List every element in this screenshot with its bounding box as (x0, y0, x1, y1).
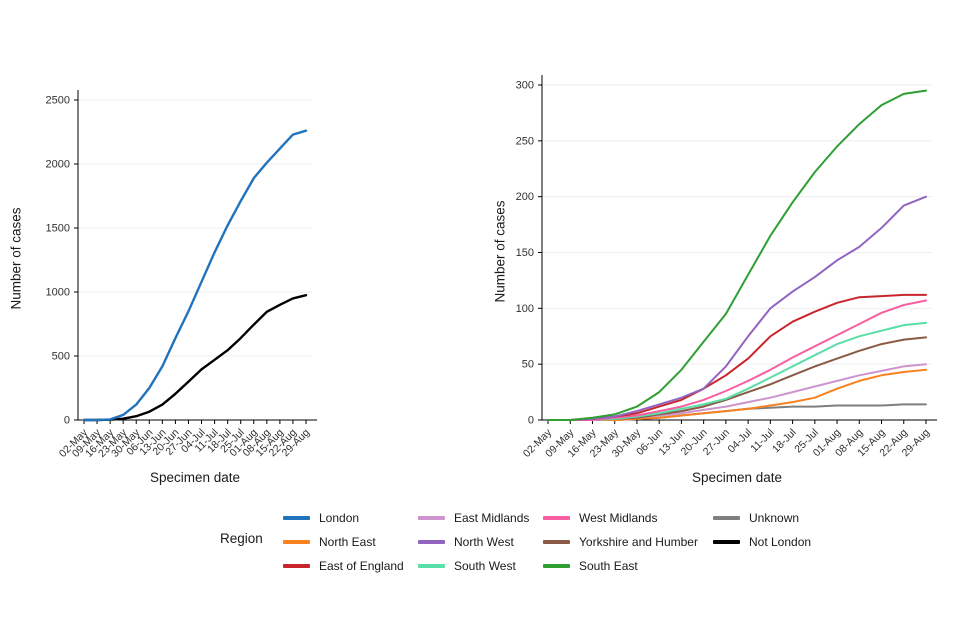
series-line-not-london (82, 294, 308, 422)
legend-label: East Midlands (454, 511, 530, 525)
series-line-london (82, 129, 308, 422)
legend-item-north-west: North West (418, 534, 514, 550)
legend-swatch (283, 540, 310, 544)
legend-item-not-london: Not London (713, 534, 811, 550)
y-tick-label: 0 (528, 415, 534, 427)
legend-swatch (543, 516, 570, 520)
legend-label: North West (454, 535, 514, 549)
legend-item-south-east: South East (543, 558, 638, 574)
x-tick-label: 18-Jul (770, 427, 799, 456)
legend-item-south-west: South West (418, 558, 516, 574)
legend-label: Unknown (749, 511, 800, 525)
legend-item-north-east: North East (283, 534, 376, 550)
x-axis-label-left: Specimen date (149, 470, 241, 485)
y-tick-label: 500 (52, 351, 70, 363)
legend-item-yorkshire-and-humber: Yorkshire and Humber (543, 534, 698, 550)
series-line-west-midlands (547, 299, 927, 421)
series-line-east-of-england (547, 293, 927, 421)
legend-swatch (418, 516, 445, 520)
legend-item-london: London (283, 510, 359, 526)
legend-label: South East (579, 559, 638, 573)
legend-item-east-midlands: East Midlands (418, 510, 529, 526)
y-tick-label: 250 (516, 135, 534, 147)
y-tick-label: 2500 (46, 95, 70, 107)
y-tick-label: 300 (516, 80, 534, 92)
y-tick-label: 2000 (46, 159, 70, 171)
x-tick-label: 04-Jul (726, 427, 755, 456)
y-tick-label: 0 (64, 415, 70, 427)
y-tick-label: 50 (522, 359, 534, 371)
series-line-north-east (547, 368, 927, 421)
legend-label: South West (454, 559, 516, 573)
legend-swatch (418, 540, 445, 544)
legend-swatch (418, 564, 445, 568)
legend-swatch (283, 564, 310, 568)
legend-label: East of England (319, 559, 404, 573)
legend-label: Not London (749, 535, 812, 549)
legend-label: West Midlands (579, 511, 658, 525)
legend-swatch (543, 540, 570, 544)
series-line-north-west (547, 195, 927, 421)
legend-title: Region (220, 531, 263, 546)
series-line-east-midlands (547, 363, 927, 421)
y-tick-label: 100 (516, 303, 534, 315)
legend-item-unknown: Unknown (713, 510, 799, 526)
legend-swatch (283, 516, 310, 520)
legend-swatch (713, 516, 740, 520)
legend-label: North East (319, 535, 376, 549)
x-tick-label: 11-Jul (748, 427, 776, 455)
legend-label: London (319, 511, 360, 525)
y-tick-label: 200 (516, 191, 534, 203)
series-line-south-east (547, 89, 927, 421)
legend-swatch (543, 564, 570, 568)
legend-item-east-of-england: East of England (283, 558, 404, 574)
y-tick-label: 1500 (46, 223, 70, 235)
legend-swatch (713, 540, 740, 544)
legend-label: Yorkshire and Humber (579, 535, 698, 549)
y-axis-label-left: Number of cases (8, 207, 24, 310)
charts-canvas: 0500100015002000250002-May09-May16-May23… (46, 75, 937, 460)
y-tick-label: 150 (516, 247, 534, 259)
legend-item-west-midlands: West Midlands (543, 510, 657, 526)
y-axis-label-right: Number of cases (492, 200, 508, 303)
y-tick-label: 1000 (46, 287, 70, 299)
x-axis-label-right: Specimen date (691, 470, 783, 485)
